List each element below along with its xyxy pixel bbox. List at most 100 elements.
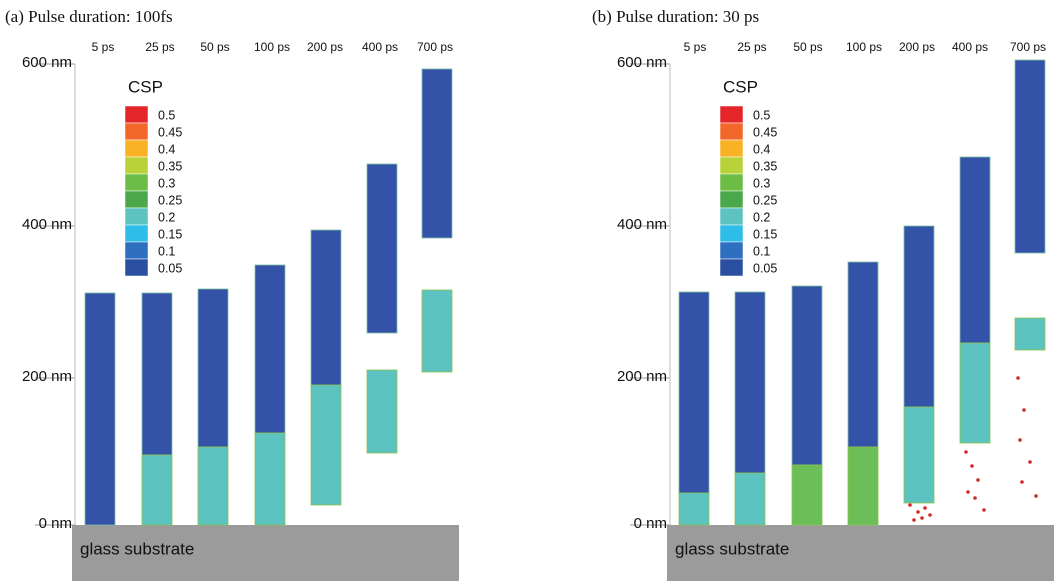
column-lower xyxy=(735,473,765,525)
column-upper xyxy=(142,293,172,455)
ejected-atom xyxy=(923,506,927,510)
colorbar-title: CSP xyxy=(128,77,163,96)
ejected-atom xyxy=(1034,494,1038,498)
colorbar-label: 0.25 xyxy=(753,193,777,207)
ejected-atom xyxy=(964,450,968,454)
column-lower xyxy=(367,370,397,453)
colorbar-swatch xyxy=(720,174,743,191)
ejected-atom xyxy=(1018,438,1022,442)
ejected-atom xyxy=(1028,460,1032,464)
colorbar-swatch xyxy=(125,157,148,174)
ejected-atom xyxy=(920,516,924,520)
colorbar-label: 0.2 xyxy=(753,210,770,224)
colorbar-label: 0.3 xyxy=(753,176,770,190)
column-upper xyxy=(735,292,765,473)
colorbar-title: CSP xyxy=(723,77,758,96)
colorbar-label: 0.5 xyxy=(753,108,770,122)
time-label: 5 ps xyxy=(92,40,115,54)
ejected-atom xyxy=(908,503,912,507)
panel-title: (b) Pulse duration: 30 ps xyxy=(592,7,759,26)
column-lower xyxy=(142,455,172,525)
time-label: 200 ps xyxy=(307,40,343,54)
column-lower xyxy=(848,447,878,525)
colorbar-label: 0.4 xyxy=(753,142,770,156)
colorbar-swatch xyxy=(125,191,148,208)
colorbar-label: 0.15 xyxy=(158,227,182,241)
time-label: 100 ps xyxy=(254,40,290,54)
column-upper xyxy=(255,265,285,433)
column-lower xyxy=(904,407,934,503)
time-label: 25 ps xyxy=(145,40,174,54)
colorbar-swatch xyxy=(125,225,148,242)
colorbar-swatch xyxy=(125,259,148,276)
column-upper xyxy=(367,164,397,333)
colorbar-label: 0.1 xyxy=(753,244,770,258)
time-label: 5 ps xyxy=(684,40,707,54)
colorbar-label: 0.25 xyxy=(158,193,182,207)
column-lower xyxy=(198,447,228,525)
colorbar-label: 0.45 xyxy=(753,125,777,139)
colorbar-swatch xyxy=(720,225,743,242)
ejected-atom xyxy=(982,508,986,512)
figure: glass substrate (a) Pulse duration: 100fs… xyxy=(0,0,1054,581)
colorbar-label: 0.35 xyxy=(158,159,182,173)
column-upper xyxy=(1015,60,1045,253)
colorbar-label: 0.4 xyxy=(158,142,175,156)
ejected-atom xyxy=(1020,480,1024,484)
column-upper xyxy=(792,286,822,465)
colorbar-swatch xyxy=(125,140,148,157)
time-label: 700 ps xyxy=(1010,40,1046,54)
colorbar-label: 0.35 xyxy=(753,159,777,173)
y-tick-label: 200 nm xyxy=(617,368,667,385)
colorbar-label: 0.1 xyxy=(158,244,175,258)
colorbar-label: 0.15 xyxy=(753,227,777,241)
panel-title: (a) Pulse duration: 100fs xyxy=(5,7,173,26)
time-label: 100 ps xyxy=(846,40,882,54)
substrate-label: glass substrate xyxy=(675,539,789,558)
colorbar-label: 0.05 xyxy=(753,261,777,275)
y-tick-label: 0 nm xyxy=(39,515,72,532)
colorbar-swatch xyxy=(125,208,148,225)
colorbar-label: 0.3 xyxy=(158,176,175,190)
y-tick-label: 400 nm xyxy=(22,216,72,233)
colorbar-swatch xyxy=(720,259,743,276)
column-upper xyxy=(848,262,878,447)
column-upper xyxy=(198,289,228,447)
colorbar-swatch xyxy=(720,208,743,225)
time-label: 700 ps xyxy=(417,40,453,54)
colorbar-swatch xyxy=(125,123,148,140)
ejected-atom xyxy=(916,510,920,514)
time-label: 50 ps xyxy=(793,40,822,54)
colorbar-swatch xyxy=(720,106,743,123)
column-lower xyxy=(679,493,709,525)
column-lower xyxy=(792,465,822,525)
colorbar-label: 0.2 xyxy=(158,210,175,224)
column-lower xyxy=(1015,318,1045,350)
y-tick-label: 0 nm xyxy=(634,515,667,532)
colorbar-label: 0.5 xyxy=(158,108,175,122)
y-tick-label: 600 nm xyxy=(617,54,667,71)
ejected-atom xyxy=(1016,376,1020,380)
column-lower xyxy=(960,343,990,443)
column-upper xyxy=(904,226,934,407)
column-upper xyxy=(85,293,115,525)
ejected-atom xyxy=(928,513,932,517)
time-label: 25 ps xyxy=(737,40,766,54)
column-upper xyxy=(679,292,709,493)
column-lower xyxy=(422,290,452,372)
time-label: 200 ps xyxy=(899,40,935,54)
colorbar-label: 0.45 xyxy=(158,125,182,139)
colorbar-swatch xyxy=(720,123,743,140)
colorbar-swatch xyxy=(125,242,148,259)
y-tick-label: 600 nm xyxy=(22,54,72,71)
ejected-atom xyxy=(976,478,980,482)
ejected-atom xyxy=(970,464,974,468)
colorbar-swatch xyxy=(720,242,743,259)
column-lower xyxy=(255,433,285,525)
y-tick-label: 400 nm xyxy=(617,216,667,233)
colorbar-swatch xyxy=(720,191,743,208)
ejected-atom xyxy=(973,496,977,500)
colorbar-label: 0.05 xyxy=(158,261,182,275)
colorbar-swatch xyxy=(720,140,743,157)
column-upper xyxy=(960,157,990,343)
